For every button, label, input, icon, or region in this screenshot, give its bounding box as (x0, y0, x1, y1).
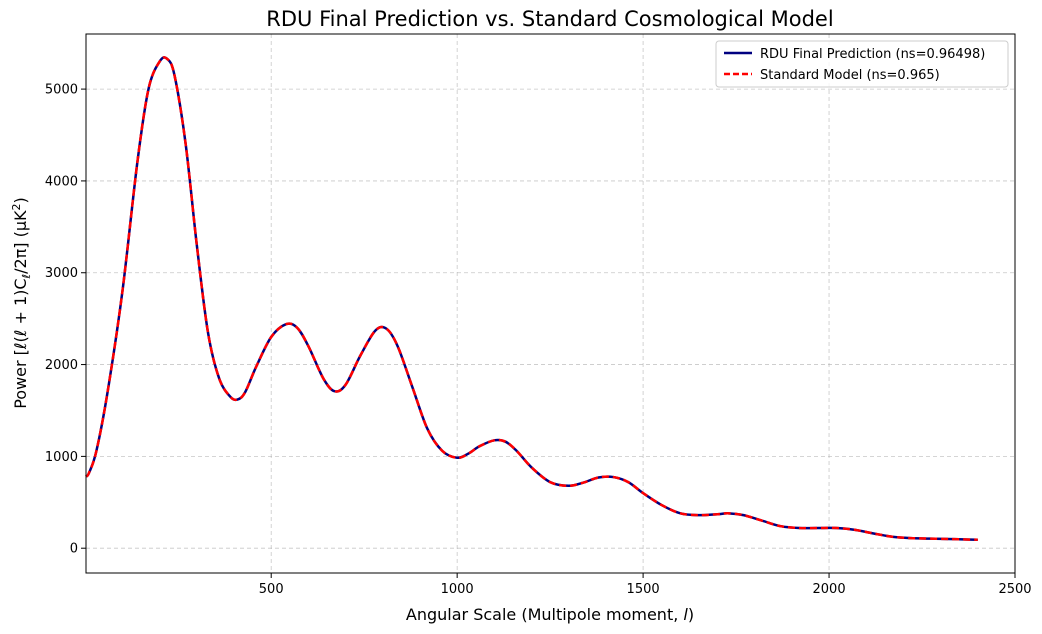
series-line-rdu-final-prediction (85, 56, 978, 542)
y-tick-label: 3000 (45, 266, 78, 281)
series-line-standard-model (85, 56, 978, 542)
series-lines (85, 56, 978, 542)
y-tick-label: 1000 (45, 450, 78, 465)
legend-label-standard: Standard Model (ns=0.965) (760, 68, 940, 83)
y-axis-ticks: 0 1000 2000 3000 4000 5000 (45, 83, 86, 557)
x-axis-label: Angular Scale (Multipole moment, l) (406, 605, 694, 624)
x-tick-label: 500 (259, 582, 284, 597)
x-tick-label: 2000 (813, 582, 846, 597)
x-tick-label: 1000 (441, 582, 474, 597)
x-tick-label: 2500 (998, 582, 1031, 597)
y-tick-label: 0 (70, 542, 78, 557)
x-tick-label: 1500 (627, 582, 660, 597)
y-axis-label: Power [ℓ(ℓ + 1)Cℓ/2π] (μK2) (10, 197, 33, 409)
x-axis-ticks: 500 1000 1500 2000 2500 (259, 573, 1032, 597)
legend-label-rdu: RDU Final Prediction (ns=0.96498) (760, 47, 985, 62)
legend-box (715, 40, 1009, 88)
grid-lines (86, 34, 1016, 573)
y-tick-label: 2000 (45, 358, 78, 373)
chart-title: RDU Final Prediction vs. Standard Cosmol… (266, 7, 833, 31)
legend: RDU Final Prediction (ns=0.96498) Standa… (715, 40, 1009, 88)
plot-frame (85, 33, 1016, 574)
y-tick-label: 4000 (45, 174, 78, 189)
y-tick-label: 5000 (45, 83, 78, 98)
